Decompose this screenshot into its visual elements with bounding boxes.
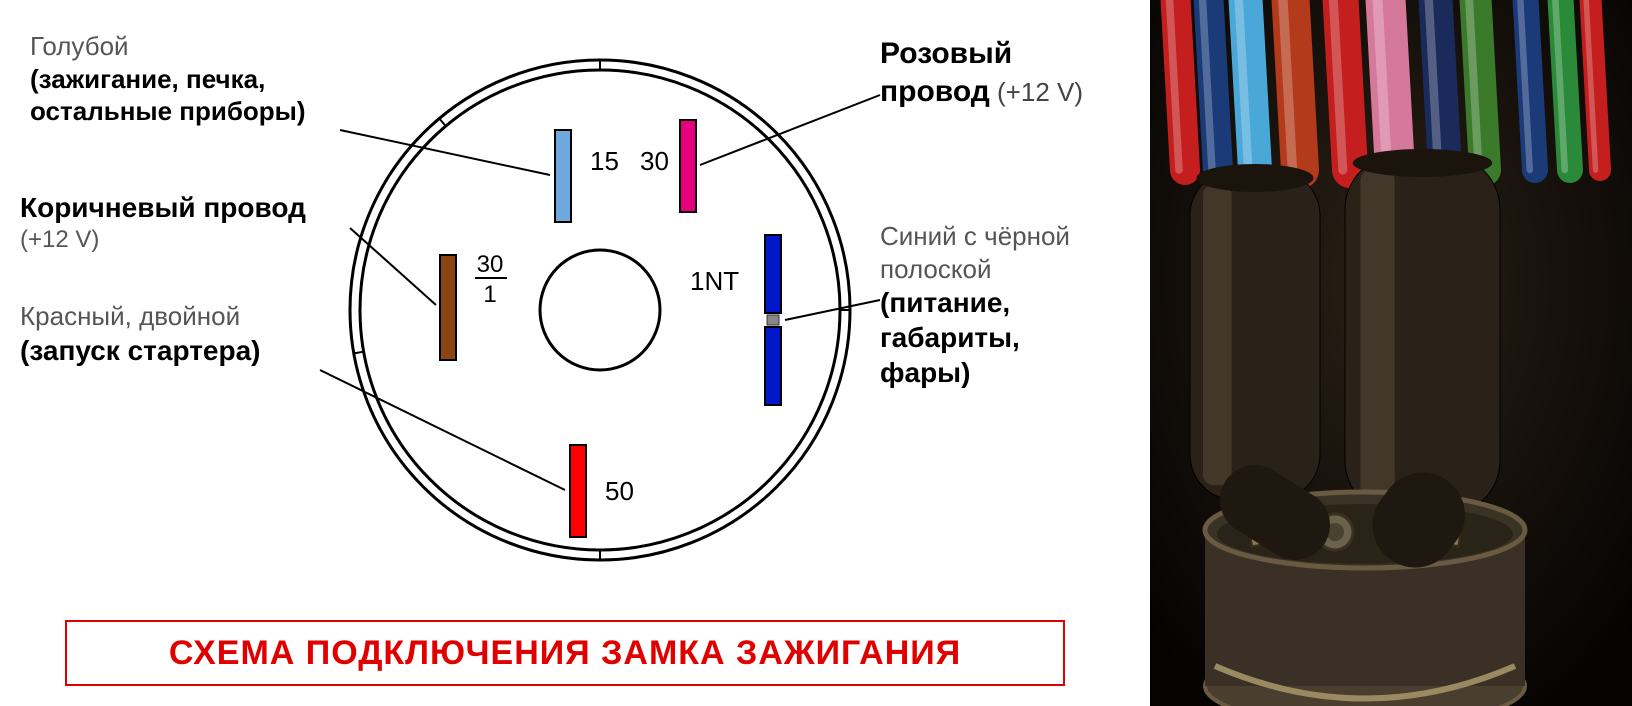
wiring-photo: [1150, 0, 1632, 706]
photo-svg: [0, 0, 1632, 706]
